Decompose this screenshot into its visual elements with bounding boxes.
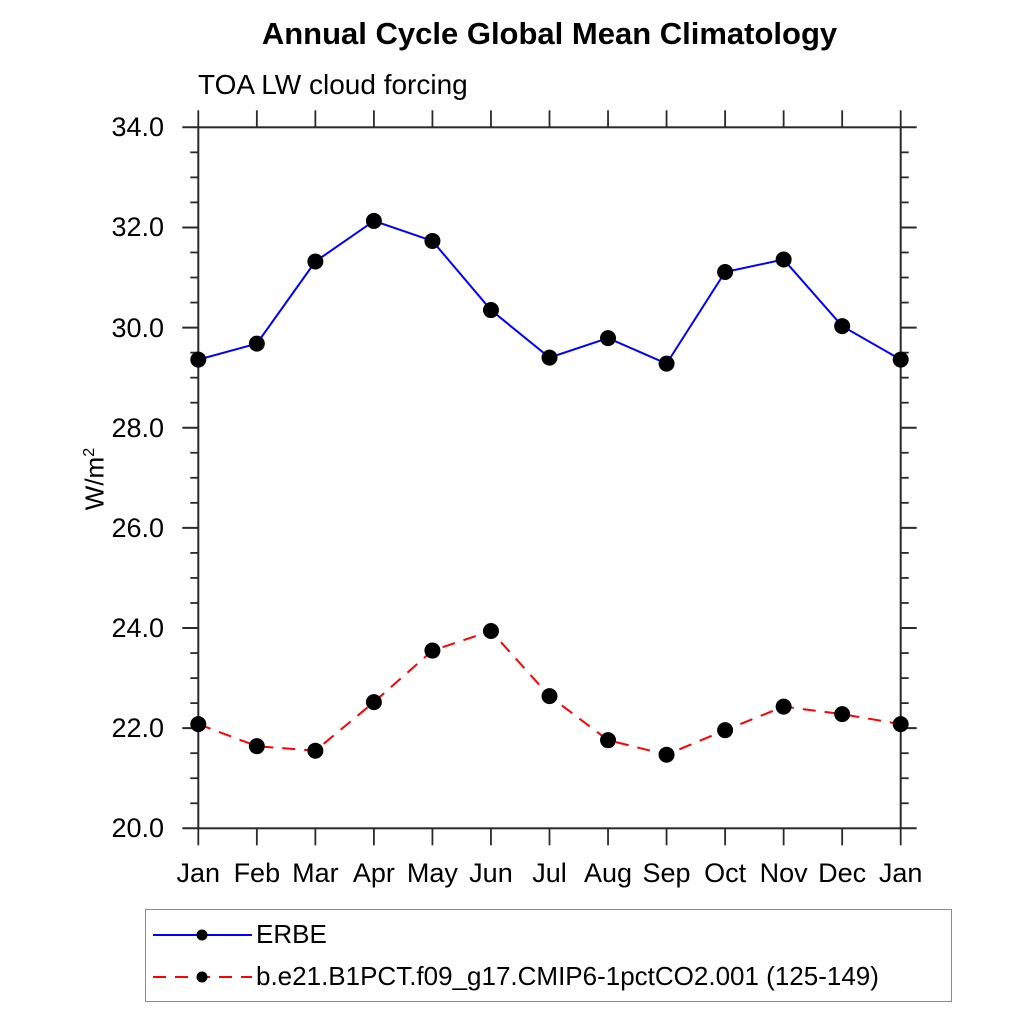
erbe-data-point [717, 264, 734, 281]
chart-subtitle: TOA LW cloud forcing [198, 69, 468, 100]
erbe-data-point [307, 253, 324, 270]
legend-item-model: b.e21.B1PCT.f09_g17.CMIP6-1pctCO2.001 (1… [152, 956, 951, 998]
erbe-data-point [424, 232, 441, 249]
erbe-data-point [834, 318, 851, 335]
plot-frame [197, 126, 902, 830]
x-tick-label: Jan [176, 858, 221, 888]
model-data-point [365, 694, 382, 711]
erbe-marker-icon [196, 929, 208, 940]
erbe-data-point [482, 302, 499, 319]
y-tick-label: 22.0 [111, 713, 164, 744]
x-tick-label: Jul [532, 858, 567, 888]
chart-title: Annual Cycle Global Mean Climatology [261, 16, 838, 51]
model-data-point [892, 716, 909, 733]
model-marker-icon [196, 971, 208, 982]
x-tick-label: Apr [352, 858, 395, 888]
model-data-point [775, 698, 792, 715]
x-tick-label: Aug [584, 858, 633, 888]
x-tick-label: Jun [469, 858, 513, 888]
model-data-point [248, 738, 265, 755]
x-tick-label: Nov [759, 858, 808, 888]
model-data-point [658, 746, 675, 763]
legend-label-erbe: ERBE [256, 919, 327, 949]
erbe-data-point [658, 355, 675, 372]
y-tick-label: 32.0 [111, 212, 164, 243]
erbe-line-sample [153, 929, 252, 940]
model-data-point [600, 732, 617, 749]
model-data-point [482, 623, 499, 640]
erbe-data-point [365, 212, 382, 229]
erbe-data-point [190, 351, 207, 368]
erbe-line [198, 219, 902, 365]
x-tick-label: Feb [233, 858, 281, 888]
x-tick-label: Mar [292, 858, 339, 888]
y-tick-label: 30.0 [111, 312, 164, 343]
legend-item-erbe: ERBE [152, 914, 951, 956]
model-line-sample [153, 971, 252, 982]
model-data-point [834, 706, 851, 723]
y-tick-label: 24.0 [111, 613, 164, 643]
legend-box: ERBE b.e21.B1PCT.f09_g17.CMIP6-1pctCO2.0… [145, 909, 952, 1002]
erbe-data-point [775, 251, 792, 268]
y-tick-label: 26.0 [111, 512, 164, 543]
y-tick-label: 28.0 [111, 412, 164, 443]
model-data-point [717, 722, 734, 739]
y-tick-label: 34.0 [111, 112, 164, 143]
x-tick-label: May [406, 858, 458, 888]
x-tick-label: Sep [642, 858, 691, 888]
model-data-point [541, 688, 558, 705]
x-tick-label: Oct [704, 858, 747, 888]
x-tick-label: Jan [878, 858, 923, 888]
legend-label-model: b.e21.B1PCT.f09_g17.CMIP6-1pctCO2.001 (1… [256, 961, 879, 991]
erbe-data-point [541, 349, 558, 366]
model-data-point [307, 742, 324, 759]
erbe-data-point [892, 351, 909, 368]
x-tick-label: Dec [818, 858, 867, 888]
model-data-point [424, 642, 441, 659]
y-tick-label: 20.0 [111, 813, 164, 844]
model-data-point [190, 716, 207, 733]
erbe-data-point [600, 330, 617, 347]
erbe-data-point [248, 335, 265, 352]
